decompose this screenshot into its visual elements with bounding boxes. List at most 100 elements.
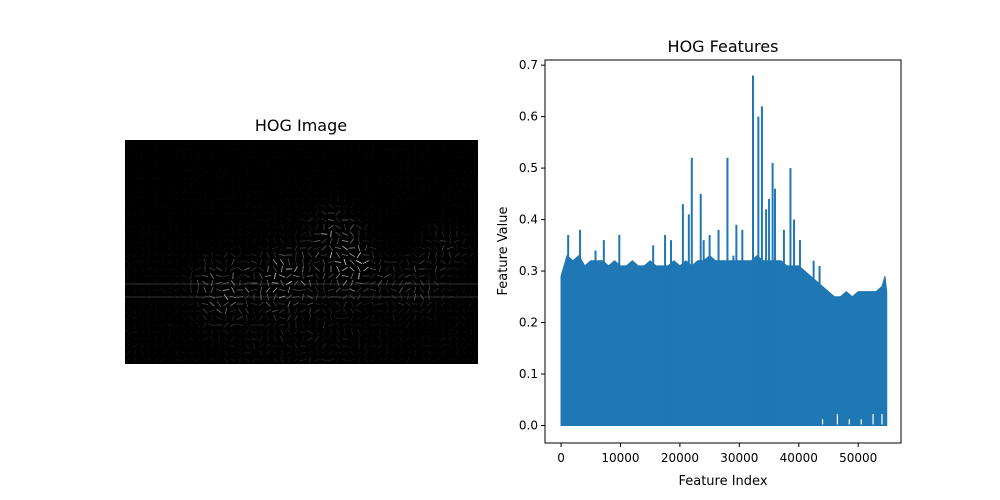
hog-cell-stroke bbox=[271, 148, 279, 152]
hog-cell-stroke bbox=[210, 167, 214, 175]
hog-cell-stroke bbox=[432, 239, 440, 243]
hog-cell-stroke bbox=[244, 357, 250, 363]
hog-cell-stroke bbox=[363, 260, 369, 264]
hog-cell-stroke bbox=[230, 336, 236, 342]
hog-cell-stroke bbox=[432, 142, 440, 144]
hog-cell-stroke bbox=[306, 162, 314, 166]
hog-cell-stroke bbox=[329, 245, 333, 251]
hog-cell-stroke bbox=[264, 275, 272, 277]
hog-cell-stroke bbox=[383, 359, 391, 361]
hog-cell-stroke bbox=[413, 265, 417, 273]
hog-cell-stroke bbox=[166, 211, 174, 215]
hog-cell-stroke bbox=[306, 275, 314, 277]
hog-cell-stroke bbox=[454, 329, 460, 335]
hog-cell-stroke bbox=[377, 217, 383, 223]
hog-cell-stroke bbox=[232, 188, 234, 196]
hog-cell-stroke bbox=[272, 259, 278, 265]
hog-cell-stroke bbox=[439, 176, 447, 180]
hog-cell-stroke bbox=[391, 308, 397, 314]
hog-cell-stroke bbox=[392, 279, 396, 287]
hog-cell-stroke bbox=[363, 203, 369, 209]
hog-cell-stroke bbox=[391, 336, 397, 342]
hog-cell-stroke bbox=[286, 182, 292, 188]
y-axis: 0.0 0.1 0.2 0.3 0.4 0.5 0.6 0.7 bbox=[519, 58, 545, 432]
hog-cell-stroke bbox=[427, 188, 431, 196]
hog-cell-stroke bbox=[461, 259, 467, 265]
hog-cell-stroke bbox=[217, 342, 221, 350]
hog-cell-stroke bbox=[222, 156, 230, 158]
hog-cell-stroke bbox=[460, 190, 468, 194]
hog-cell-stroke bbox=[223, 210, 229, 216]
hog-cell-stroke bbox=[412, 343, 418, 349]
hog-cell-stroke bbox=[230, 252, 236, 258]
hog-cell-stroke bbox=[236, 211, 244, 215]
hog-cell-stroke bbox=[139, 210, 145, 216]
hog-cell-stroke bbox=[313, 190, 321, 194]
hog-cell-stroke bbox=[258, 315, 264, 321]
hog-cell-stroke bbox=[160, 287, 166, 293]
hog-cell-stroke bbox=[174, 266, 180, 272]
hog-cell-stroke bbox=[470, 202, 472, 210]
hog-cell-stroke bbox=[328, 343, 334, 349]
hog-cell-stroke bbox=[243, 155, 251, 159]
hog-cell-stroke bbox=[309, 314, 311, 322]
hog-cell-stroke bbox=[231, 181, 235, 189]
hog-cell-stroke bbox=[252, 209, 256, 217]
hog-cell-stroke bbox=[257, 183, 265, 187]
hog-cell-stroke bbox=[271, 141, 279, 145]
hog-cell-stroke bbox=[440, 259, 446, 265]
hog-cell-stroke bbox=[251, 176, 257, 180]
hog-cell-stroke bbox=[355, 204, 363, 208]
hog-cell-stroke bbox=[250, 288, 258, 292]
hog-cell-stroke bbox=[460, 337, 468, 341]
hog-cell-stroke bbox=[468, 175, 474, 181]
hog-cell-stroke bbox=[203, 258, 207, 266]
hog-cell-stroke bbox=[398, 168, 404, 174]
hog-cell-stroke bbox=[190, 237, 192, 245]
hog-cell-stroke bbox=[258, 189, 264, 195]
hog-cell-stroke bbox=[468, 252, 474, 258]
hog-cell-stroke bbox=[216, 245, 222, 251]
hog-cell-stroke bbox=[321, 245, 327, 251]
hog-cell-stroke bbox=[169, 328, 171, 336]
hog-cell-stroke bbox=[461, 232, 467, 236]
hog-cell-stroke bbox=[244, 140, 250, 146]
hog-cell-stroke bbox=[349, 315, 355, 321]
hog-cell-stroke bbox=[287, 258, 291, 266]
hog-cell-stroke bbox=[397, 302, 405, 306]
hog-cell-stroke bbox=[293, 343, 299, 349]
hog-cell-stroke bbox=[328, 224, 334, 230]
hog-cell-stroke bbox=[378, 286, 382, 294]
hog-cell-stroke bbox=[279, 189, 285, 195]
hog-cell-stroke bbox=[286, 203, 292, 209]
hog-cell-stroke bbox=[187, 303, 195, 305]
hog-cell-stroke bbox=[320, 176, 328, 180]
hog-cell-stroke bbox=[454, 161, 460, 167]
hog-cell-stroke bbox=[127, 153, 129, 161]
hog-cell-stroke bbox=[141, 230, 143, 238]
hog-cell-stroke bbox=[369, 169, 377, 173]
hog-cell-stroke bbox=[180, 310, 188, 312]
hog-cell-stroke bbox=[439, 155, 447, 159]
hog-cell-stroke bbox=[348, 198, 356, 200]
hog-cell-stroke bbox=[320, 316, 328, 320]
hog-cell-stroke bbox=[216, 301, 222, 307]
hog-cell-stroke bbox=[455, 181, 459, 189]
hog-cell-stroke bbox=[363, 357, 369, 363]
hog-cell-stroke bbox=[330, 174, 332, 182]
hog-cell-stroke bbox=[349, 343, 355, 349]
hog-cell-stroke bbox=[302, 258, 304, 266]
hog-cell-stroke bbox=[315, 349, 319, 357]
hog-cell-stroke bbox=[371, 223, 375, 231]
hog-cell-stroke bbox=[274, 251, 276, 259]
hog-cell-stroke bbox=[314, 182, 320, 188]
hog-cell-stroke bbox=[449, 279, 451, 287]
hog-cell-stroke bbox=[327, 323, 335, 327]
hog-cell-stroke bbox=[189, 153, 193, 161]
hog-cell-stroke bbox=[419, 196, 425, 202]
hog-cell-stroke bbox=[181, 168, 187, 174]
hog-cell-stroke bbox=[251, 238, 257, 244]
hog-cell-stroke bbox=[287, 329, 291, 335]
hog-cell-stroke bbox=[169, 167, 171, 175]
hog-cell-stroke bbox=[468, 245, 474, 251]
